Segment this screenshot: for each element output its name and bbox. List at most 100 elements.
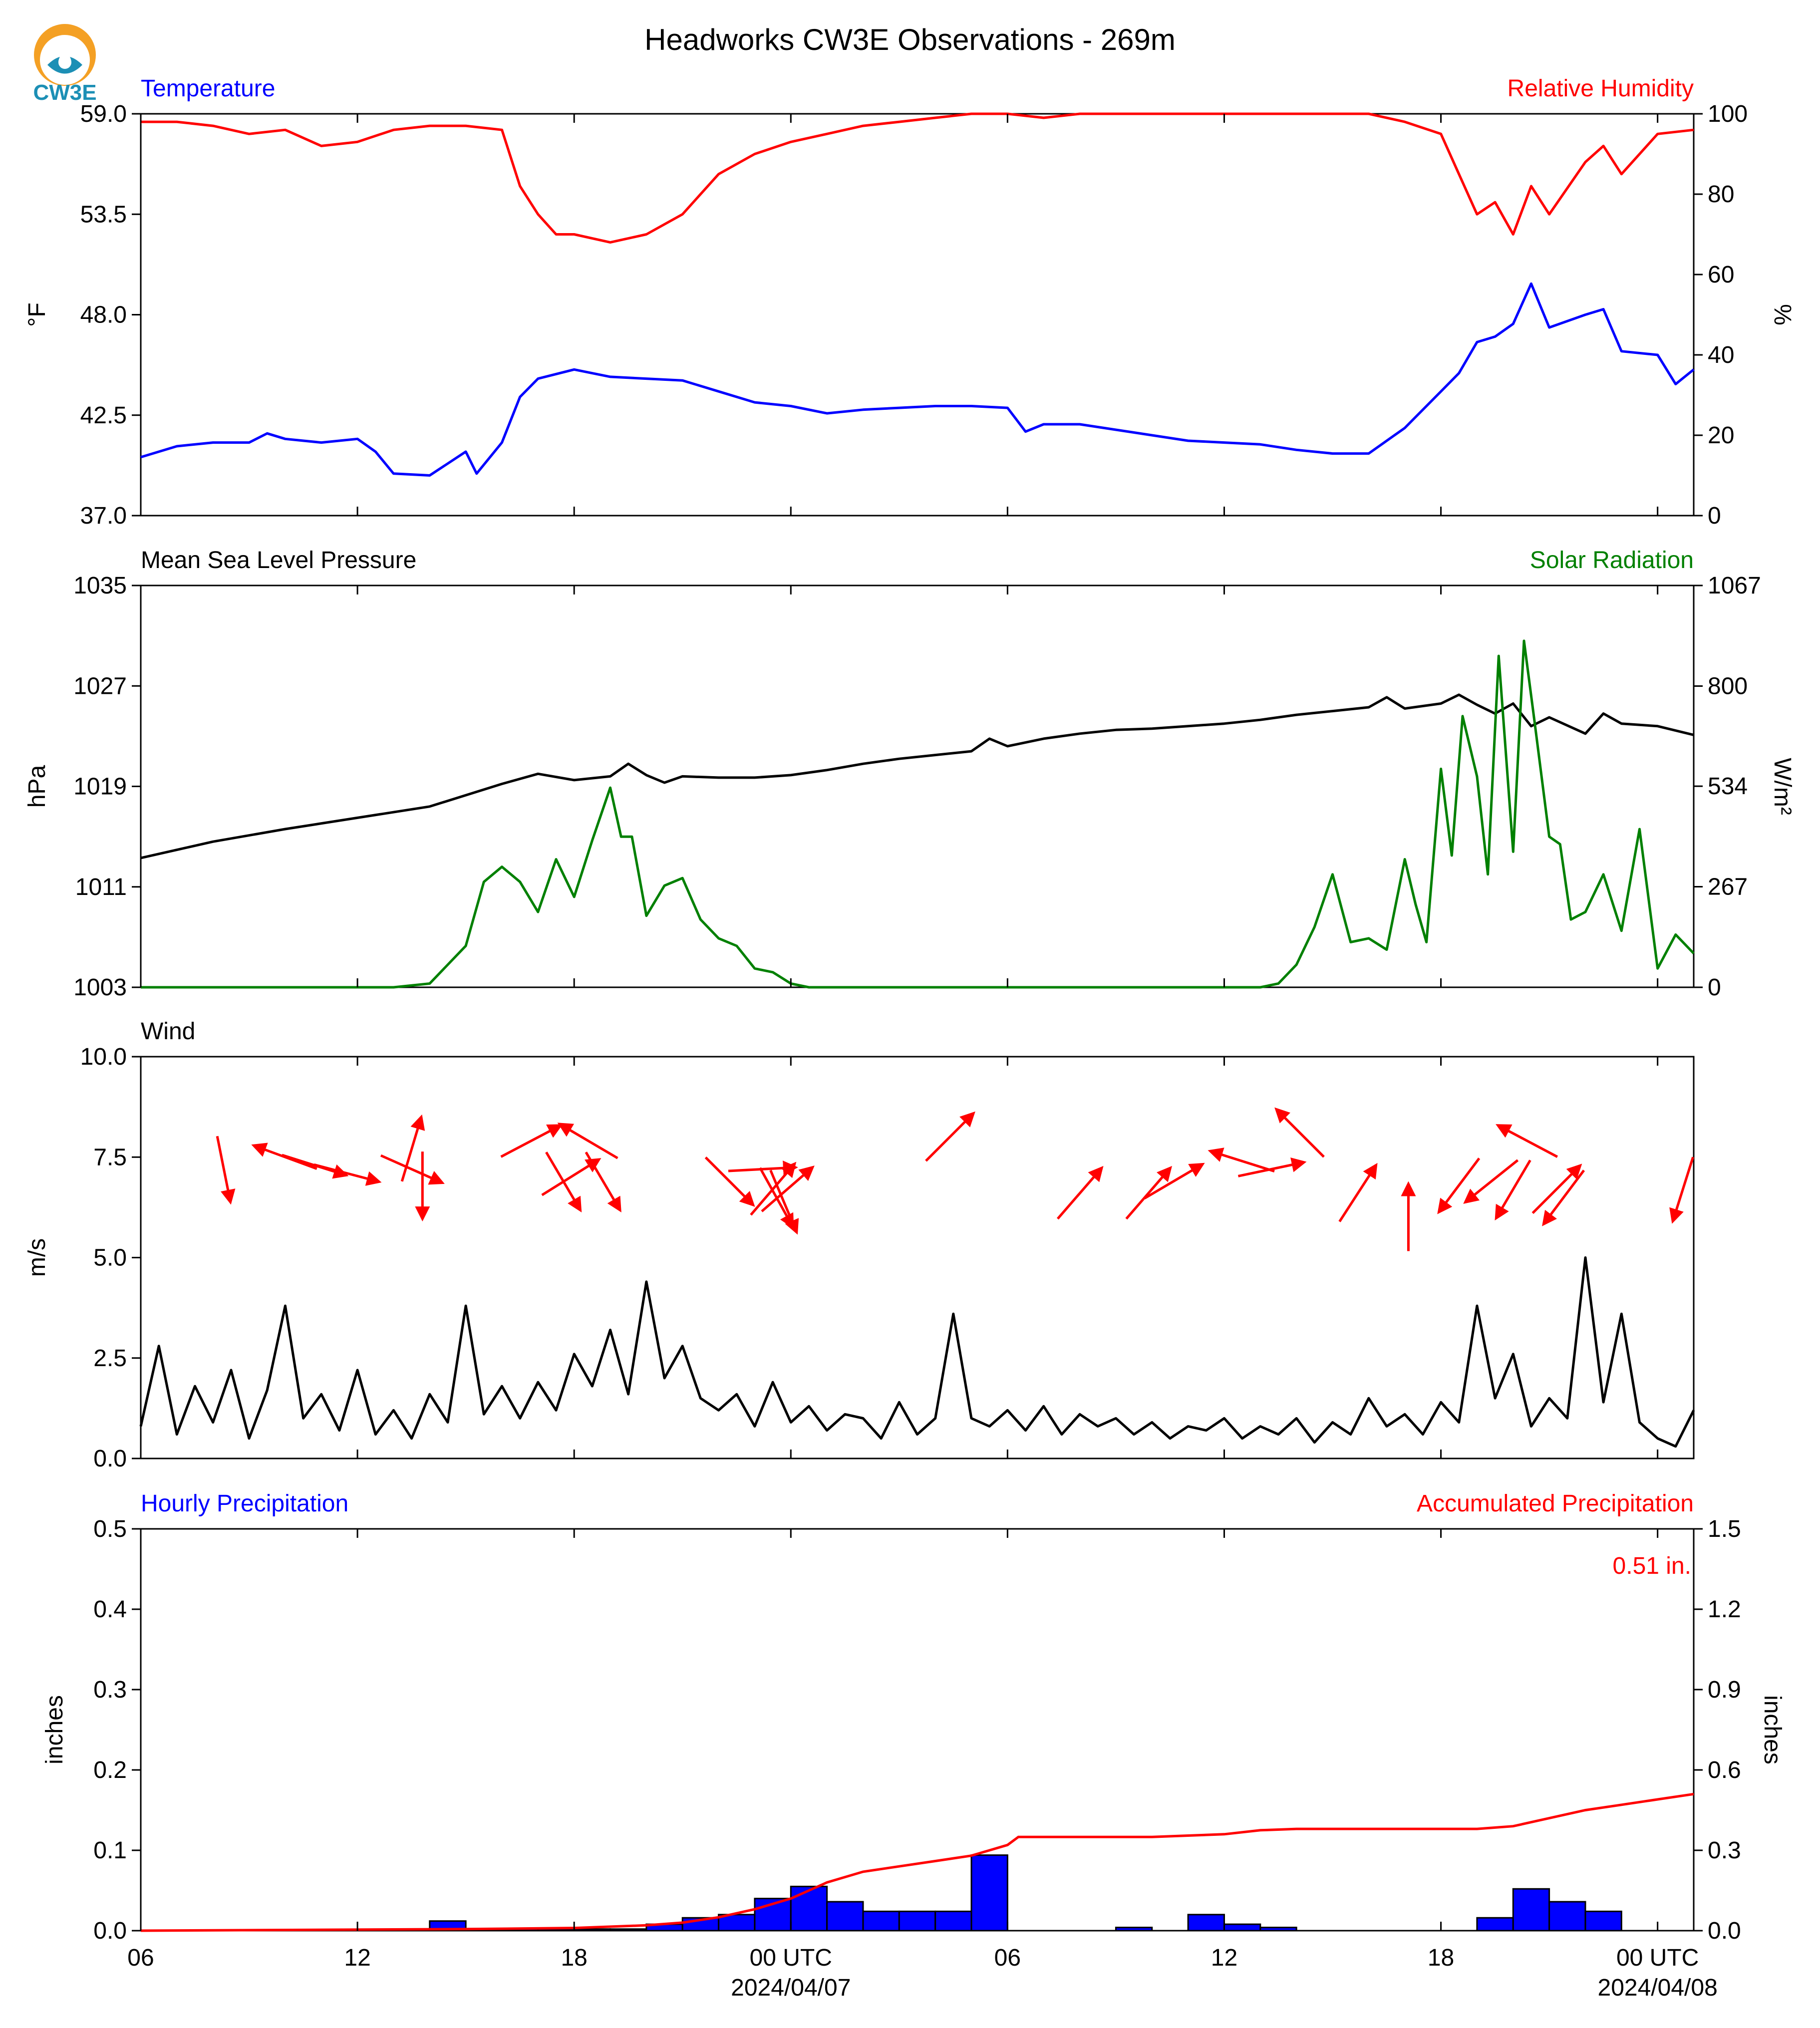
right-tick-label: 100 <box>1708 101 1748 127</box>
x-tick-label: 12 <box>344 1945 370 1971</box>
wind-arrow <box>1125 1165 1173 1220</box>
x-date-label: 2024/04/07 <box>731 1975 851 2001</box>
wind-arrow <box>925 1111 975 1162</box>
right-tick-label: 0.6 <box>1708 1757 1741 1783</box>
logo-drop-icon <box>58 46 71 69</box>
total-precip-label: 0.51 in. <box>1613 1553 1691 1579</box>
left-tick-label: 1035 <box>73 573 127 599</box>
right-tick-label: 0.3 <box>1708 1837 1741 1864</box>
panel-wind <box>139 1107 1695 1448</box>
accumulated-precip-line <box>140 1792 1694 1932</box>
wind-arrow <box>216 1136 236 1205</box>
x-tick-label: 00 UTC <box>1616 1945 1699 1971</box>
solar-radiation-line <box>141 639 1695 989</box>
left-tick-label: 0.2 <box>93 1757 127 1783</box>
left-tick-label: 0.3 <box>93 1677 127 1703</box>
hourly-precip-bar <box>1187 1914 1225 1932</box>
wind-arrow <box>1437 1158 1481 1214</box>
hourly-precip-bar <box>790 1885 828 1932</box>
right-tick-label: 534 <box>1708 773 1748 800</box>
left-tick-label: 1003 <box>73 974 127 1001</box>
hourly-precip-bar <box>1476 1917 1514 1932</box>
x-date-label: 2024/04/08 <box>1598 1975 1718 2001</box>
x-tick-label: 06 <box>994 1945 1021 1971</box>
panel-right-title: Relative Humidity <box>1508 75 1694 102</box>
wind-arrow <box>313 1163 382 1186</box>
wind-arrow <box>541 1158 602 1196</box>
panel-precipitation <box>140 1792 1694 1932</box>
right-tick-label: 800 <box>1708 673 1748 699</box>
x-tick-label: 12 <box>1211 1945 1237 1971</box>
right-axis-label: inches <box>1759 1695 1786 1764</box>
relative-humidity-line <box>141 112 1694 244</box>
logo-text: CW3E <box>33 80 96 102</box>
left-tick-label: 5.0 <box>93 1245 127 1271</box>
left-axis-label: inches <box>41 1695 68 1764</box>
left-tick-label: 0.5 <box>93 1516 127 1542</box>
wind-arrow <box>500 1124 563 1158</box>
hourly-precip-bar <box>1584 1910 1622 1932</box>
x-tick-label: 00 UTC <box>750 1945 832 1971</box>
left-tick-label: 1019 <box>73 774 127 800</box>
panel-right-title: Solar Radiation <box>1530 547 1694 574</box>
wind-arrow <box>1144 1162 1205 1199</box>
left-axis-label: m/s <box>24 1238 50 1277</box>
wind-arrow <box>1496 1124 1558 1158</box>
left-tick-label: 42.5 <box>80 402 127 429</box>
wind-arrow <box>761 1165 815 1212</box>
wind-arrow <box>1669 1157 1695 1224</box>
left-tick-label: 1027 <box>73 673 127 699</box>
right-tick-label: 1.2 <box>1708 1596 1741 1623</box>
hourly-precip-bar <box>826 1901 864 1932</box>
x-tick-label: 18 <box>561 1945 587 1971</box>
right-tick-label: 0.9 <box>1708 1677 1741 1703</box>
wind-arrow <box>1237 1157 1307 1177</box>
panel-pressure-solar <box>140 639 1695 989</box>
wind-arrow <box>1208 1148 1275 1173</box>
right-tick-label: 60 <box>1708 262 1734 288</box>
wind-arrow <box>704 1157 755 1207</box>
right-tick-label: 80 <box>1708 181 1734 208</box>
right-axis-label: % <box>1769 304 1796 325</box>
right-tick-label: 0.0 <box>1708 1918 1741 1944</box>
right-tick-label: 267 <box>1708 874 1748 900</box>
wind-arrow <box>1056 1165 1104 1220</box>
hourly-precip-bar <box>1223 1923 1261 1932</box>
wind-arrow <box>1495 1159 1531 1221</box>
wind-arrow <box>1338 1162 1378 1222</box>
wind-arrow <box>1274 1107 1325 1158</box>
wind-arrow <box>1542 1169 1585 1226</box>
wind-arrow <box>400 1114 425 1182</box>
left-tick-label: 0.0 <box>93 1918 127 1944</box>
left-tick-label: 48.0 <box>80 302 127 328</box>
left-tick-label: 2.5 <box>93 1345 127 1372</box>
wind-line <box>139 1256 1695 1448</box>
hourly-precip-bar <box>609 1928 647 1932</box>
hourly-precip-bar <box>718 1914 756 1932</box>
left-tick-label: 0.4 <box>93 1596 127 1623</box>
panel-right-title: Accumulated Precipitation <box>1417 1490 1694 1517</box>
wind-arrow <box>1463 1159 1519 1204</box>
panel-temperature-humidity <box>140 112 1695 477</box>
wind-arrow <box>1531 1163 1582 1214</box>
left-tick-label: 0.0 <box>93 1446 127 1472</box>
hourly-precip-bar <box>1548 1901 1586 1932</box>
wind-arrow <box>769 1169 799 1235</box>
left-tick-label: 37.0 <box>80 503 127 529</box>
left-tick-label: 0.1 <box>93 1837 127 1864</box>
mean-sea-level-pressure-line <box>140 693 1694 860</box>
right-tick-label: 0 <box>1708 503 1721 529</box>
hourly-precip-bar <box>970 1854 1008 1932</box>
wind-arrow <box>557 1123 618 1159</box>
right-tick-label: 20 <box>1708 422 1734 449</box>
right-axis-label: W/m² <box>1769 758 1796 815</box>
panel-left-title: Hourly Precipitation <box>141 1490 348 1517</box>
left-tick-label: 1011 <box>75 874 127 900</box>
left-tick-label: 7.5 <box>93 1144 127 1170</box>
cw3e-logo: CW3E <box>27 17 102 105</box>
left-axis-label: °F <box>24 302 50 327</box>
panel-left-title: Mean Sea Level Pressure <box>141 547 416 574</box>
x-tick-label: 06 <box>127 1945 154 1971</box>
left-axis-label: hPa <box>24 765 50 808</box>
